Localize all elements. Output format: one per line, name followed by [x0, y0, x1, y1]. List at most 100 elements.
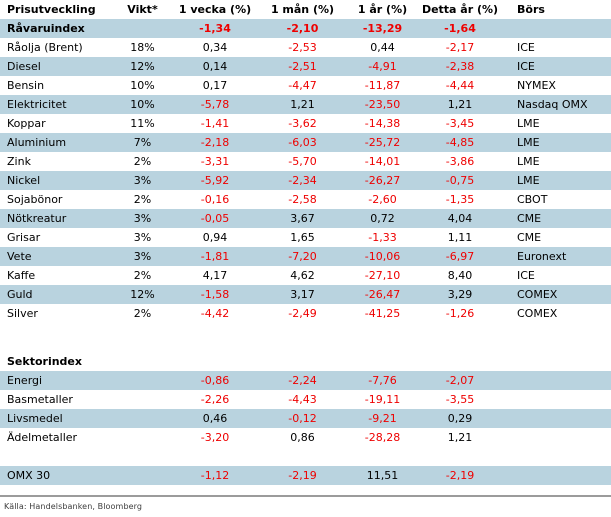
value-cell: 4,17: [202, 269, 228, 282]
value-cell: 0,44: [370, 41, 395, 54]
value-cell: -2,58: [288, 193, 317, 206]
table-row: Sojabönor 2% -0,16 -2,58 -2,60 -1,35 CBOT: [0, 190, 611, 209]
value-cell: 0,17: [202, 79, 228, 92]
table-row: Sektorindex: [0, 352, 611, 371]
row-label-cell: Nickel: [7, 174, 41, 187]
value-cell: -4,43: [288, 393, 317, 406]
value-cell: -3,45: [445, 117, 475, 130]
value-cell: -5,92: [200, 174, 230, 187]
value-cell: 0,72: [370, 212, 395, 225]
exchange-cell: LME: [517, 174, 540, 187]
row-label-cell: Livsmedel: [7, 412, 63, 425]
column-header: Vikt*: [127, 3, 158, 16]
table-row: Energi -0,86 -2,24 -7,76 -2,07: [0, 371, 611, 390]
value-cell: -1,64: [444, 22, 476, 35]
table-row: Aluminium 7% -2,18 -6,03 -25,72 -4,85 LME: [0, 133, 611, 152]
value-cell: -23,50: [364, 98, 401, 111]
value-cell: -2,51: [288, 60, 317, 73]
value-cell: -1,12: [200, 469, 230, 482]
row-label-cell: Råolja (Brent): [7, 41, 83, 54]
value-cell: -5,78: [200, 98, 230, 111]
value-cell: -4,44: [445, 79, 475, 92]
value-cell: -0,86: [200, 374, 230, 387]
table-header-row: Prisutveckling Vikt* 1 vecka (%) 1 mån (%) 1…: [0, 0, 611, 19]
table-row: Ädelmetaller -3,20 0,86 -28,28 1,21: [0, 428, 611, 447]
value-cell: -3,31: [200, 155, 230, 168]
value-cell: -4,42: [200, 307, 230, 320]
value-cell: -2,34: [288, 174, 317, 187]
weight-cell: 3%: [133, 231, 152, 244]
value-cell: -2,49: [288, 307, 317, 320]
exchange-cell: LME: [517, 117, 540, 130]
spacer-row: [0, 447, 611, 466]
value-cell: -3,62: [288, 117, 317, 130]
value-cell: 3,29: [447, 288, 473, 301]
row-label-cell: Guld: [7, 288, 33, 301]
value-cell: -3,20: [200, 431, 230, 444]
value-cell: -25,72: [364, 136, 401, 149]
value-cell: -7,76: [368, 374, 397, 387]
table-row: OMX 30 -1,12 -2,19 11,51 -2,19: [0, 466, 611, 485]
value-cell: -1,33: [368, 231, 397, 244]
table-row: Silver 2% -4,42 -2,49 -41,25 -1,26 COMEX: [0, 304, 611, 323]
value-cell: -41,25: [364, 307, 401, 320]
row-label-cell: Sojabönor: [7, 193, 63, 206]
value-cell: -0,75: [445, 174, 475, 187]
weight-cell: 2%: [133, 155, 152, 168]
value-cell: -2,53: [288, 41, 317, 54]
value-cell: -0,16: [200, 193, 230, 206]
column-header: Börs: [517, 3, 545, 16]
row-label-cell: Silver: [7, 307, 38, 320]
table-row: Nötkreatur 3% -0,05 3,67 0,72 4,04 CME: [0, 209, 611, 228]
row-label-cell: Koppar: [7, 117, 46, 130]
row-label-cell: Råvaruindex: [7, 22, 85, 35]
value-cell: -2,26: [200, 393, 230, 406]
column-header: 1 år (%): [357, 3, 408, 16]
row-label-cell: Aluminium: [7, 136, 67, 149]
value-cell: -2,19: [445, 469, 475, 482]
value-cell: -26,27: [364, 174, 401, 187]
value-cell: -27,10: [364, 269, 401, 282]
value-cell: -10,06: [364, 250, 401, 263]
weight-cell: 18%: [130, 41, 155, 54]
exchange-cell: COMEX: [517, 307, 558, 320]
value-cell: -5,70: [288, 155, 317, 168]
value-cell: -4,85: [445, 136, 475, 149]
table-row: Zink 2% -3,31 -5,70 -14,01 -3,86 LME: [0, 152, 611, 171]
value-cell: 1,21: [447, 98, 473, 111]
value-cell: -2,18: [200, 136, 230, 149]
weight-cell: 3%: [133, 250, 152, 263]
source-divider: [0, 495, 611, 497]
exchange-cell: CME: [517, 212, 542, 225]
weight-cell: 2%: [133, 269, 152, 282]
weight-cell: 11%: [130, 117, 155, 130]
exchange-cell: LME: [517, 155, 540, 168]
value-cell: -6,03: [288, 136, 317, 149]
value-cell: 1,21: [290, 98, 315, 111]
weight-cell: 7%: [133, 136, 152, 149]
value-cell: -2,38: [445, 60, 475, 73]
value-cell: 3,17: [290, 288, 315, 301]
value-cell: 1,11: [447, 231, 473, 244]
value-cell: 8,40: [447, 269, 473, 282]
table-row: Basmetaller -2,26 -4,43 -19,11 -3,55: [0, 390, 611, 409]
value-cell: -3,86: [445, 155, 475, 168]
row-label-cell: Nötkreatur: [7, 212, 67, 225]
spacer-row: [0, 323, 611, 352]
row-label-cell: Vete: [7, 250, 32, 263]
row-label-cell: Basmetaller: [7, 393, 73, 406]
exchange-cell: CME: [517, 231, 542, 244]
column-header: 1 mån (%): [270, 3, 335, 16]
value-cell: -14,38: [364, 117, 401, 130]
value-cell: 0,34: [202, 41, 228, 54]
value-cell: -1,41: [200, 117, 230, 130]
value-cell: -19,11: [364, 393, 401, 406]
value-cell: -9,21: [368, 412, 397, 425]
row-label-cell: Elektricitet: [7, 98, 67, 111]
value-cell: 0,46: [202, 412, 228, 425]
exchange-cell: NYMEX: [517, 79, 556, 92]
value-cell: -7,20: [288, 250, 317, 263]
row-label-cell: Ädelmetaller: [7, 431, 78, 444]
row-label-cell: Kaffe: [7, 269, 36, 282]
value-cell: -2,10: [286, 22, 319, 35]
